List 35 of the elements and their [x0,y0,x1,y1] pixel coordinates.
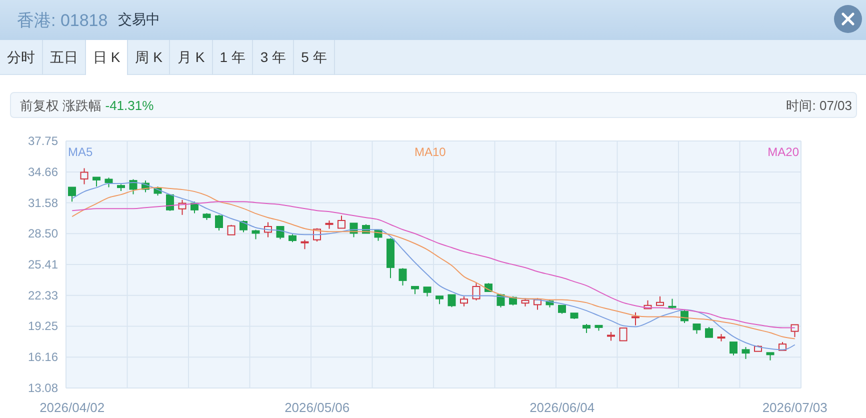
candlestick [619,328,628,342]
text: 五日 [43,40,86,75]
text: -41.31% [105,98,154,113]
text: 周 K [128,40,170,75]
text: 分时 [0,40,43,75]
y-tick-label: 37.75 [28,134,58,148]
x-tick-label: 2026/07/03 [762,400,828,415]
text: MA20 [768,145,799,159]
candlestick [656,296,664,306]
text: 1 年 [212,40,254,75]
text: 月 K [170,40,213,75]
text: 3 年 [253,40,294,75]
y-tick-label: 19.25 [28,319,58,334]
y-tick-label: 34.66 [28,164,58,179]
y-tick-label: 13.08 [28,381,58,395]
candlestick [766,352,774,361]
candlestick [92,176,100,188]
y-tick-label: 31.58 [28,196,58,210]
text: MA5 [68,145,93,159]
y-tick-label: 22.33 [28,288,58,302]
text: MA10 [414,145,446,159]
y-tick-label: 16.16 [28,350,58,364]
text: 前复权 [20,98,59,113]
text: 5 年 [294,40,335,75]
y-tick-label: 25.41 [28,258,58,272]
x-tick-label: 2026/06/04 [530,400,595,415]
x-tick-label: 2026/05/06 [284,400,350,415]
candlestick [338,215,346,229]
text: 时间: 07/03 [786,97,852,115]
y-tick-label: 28.50 [28,226,58,241]
text: 日 K [86,40,128,75]
x-tick-label: 2026/04/02 [40,400,105,415]
text: 涨跌幅 [62,98,102,113]
chart-subtitle: 交易中 [118,11,160,29]
chart-title: 香港: 01818 [17,10,108,32]
